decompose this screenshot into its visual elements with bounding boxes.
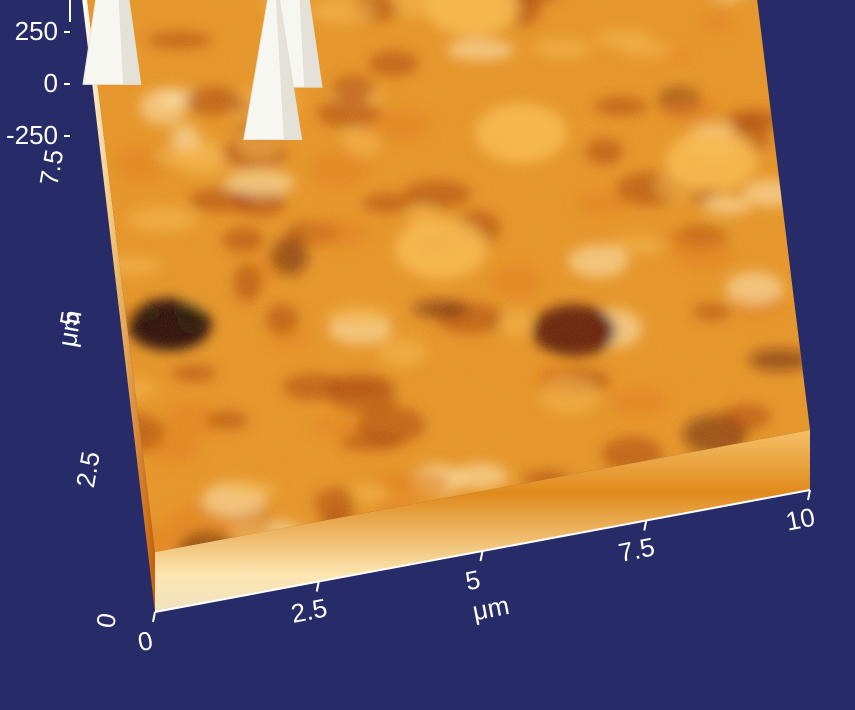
surface-front-face [155,430,810,612]
x-tick-label: 0 [135,625,155,657]
x-tick [315,581,320,592]
relief-blob [565,543,602,552]
z-tick-label: -250 [6,120,58,150]
x-tick [152,611,156,623]
surface-layer [82,0,810,612]
spike-shade-1 [299,0,322,88]
x-axis-title: μm [470,590,512,626]
y-tick-label: 5 [54,309,86,328]
y-tick-label: 0 [90,611,122,630]
y-tick-label: 7.5 [33,147,69,188]
surface-left-face [82,0,155,612]
x-tick-label: 2.5 [288,592,329,628]
x-tick [643,520,648,531]
x-tick-label: 7.5 [616,531,657,567]
x-tick [479,550,484,562]
x-tick-label: 10 [783,502,817,537]
y-tick-label: 2.5 [70,449,106,490]
z-tick-label: 0 [44,68,58,98]
axes-layer: 0 2.5 5 7.5 10 μm 0 2.5 5 7.5 μm 250 0 -250 [6,0,817,657]
spike-shade-2 [275,0,302,140]
x-tick [807,489,811,501]
x-tick-label: 5 [463,564,483,596]
spike-shade-0 [118,0,141,85]
y-axis-title: μm [52,308,88,349]
z-tick-label: 250 [15,16,58,46]
